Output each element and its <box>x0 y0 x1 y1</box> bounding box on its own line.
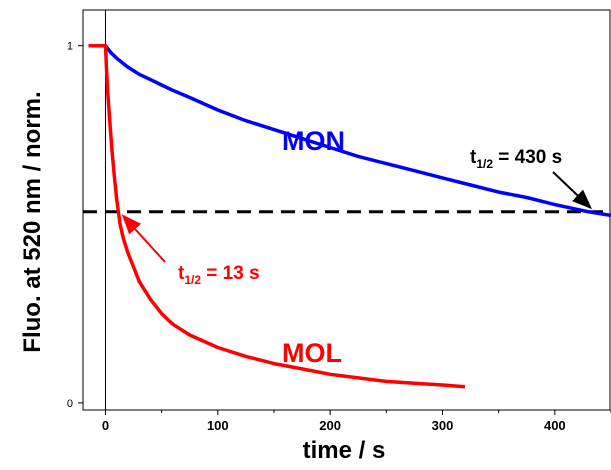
x-axis-title: time / s <box>303 437 386 464</box>
y-tick-label: 0 <box>67 398 73 410</box>
plot-frame <box>82 9 611 411</box>
series-line-mon <box>88 43 611 218</box>
mon-half-life-arrow <box>552 171 592 210</box>
x-tick-label: 300 <box>432 418 454 433</box>
series-line-mol <box>88 43 466 389</box>
mol-half-life-arrow <box>121 214 166 263</box>
mol-half-life-label: t1/2 = 13 s <box>178 263 260 287</box>
x-tick-label: 200 <box>319 418 341 433</box>
y-axis-title: Fluo. at 520 nm / norm. <box>19 91 46 352</box>
mol-series-label: MOL <box>282 338 342 368</box>
x-tick-label: 400 <box>544 418 566 433</box>
y-tick-label: 1 <box>67 41 73 53</box>
x-tick-label: 0 <box>102 418 109 433</box>
x-tick-label: 100 <box>207 418 229 433</box>
mon-half-life-label: t1/2 = 430 s <box>470 147 562 171</box>
mon-series-label: MON <box>282 126 345 156</box>
